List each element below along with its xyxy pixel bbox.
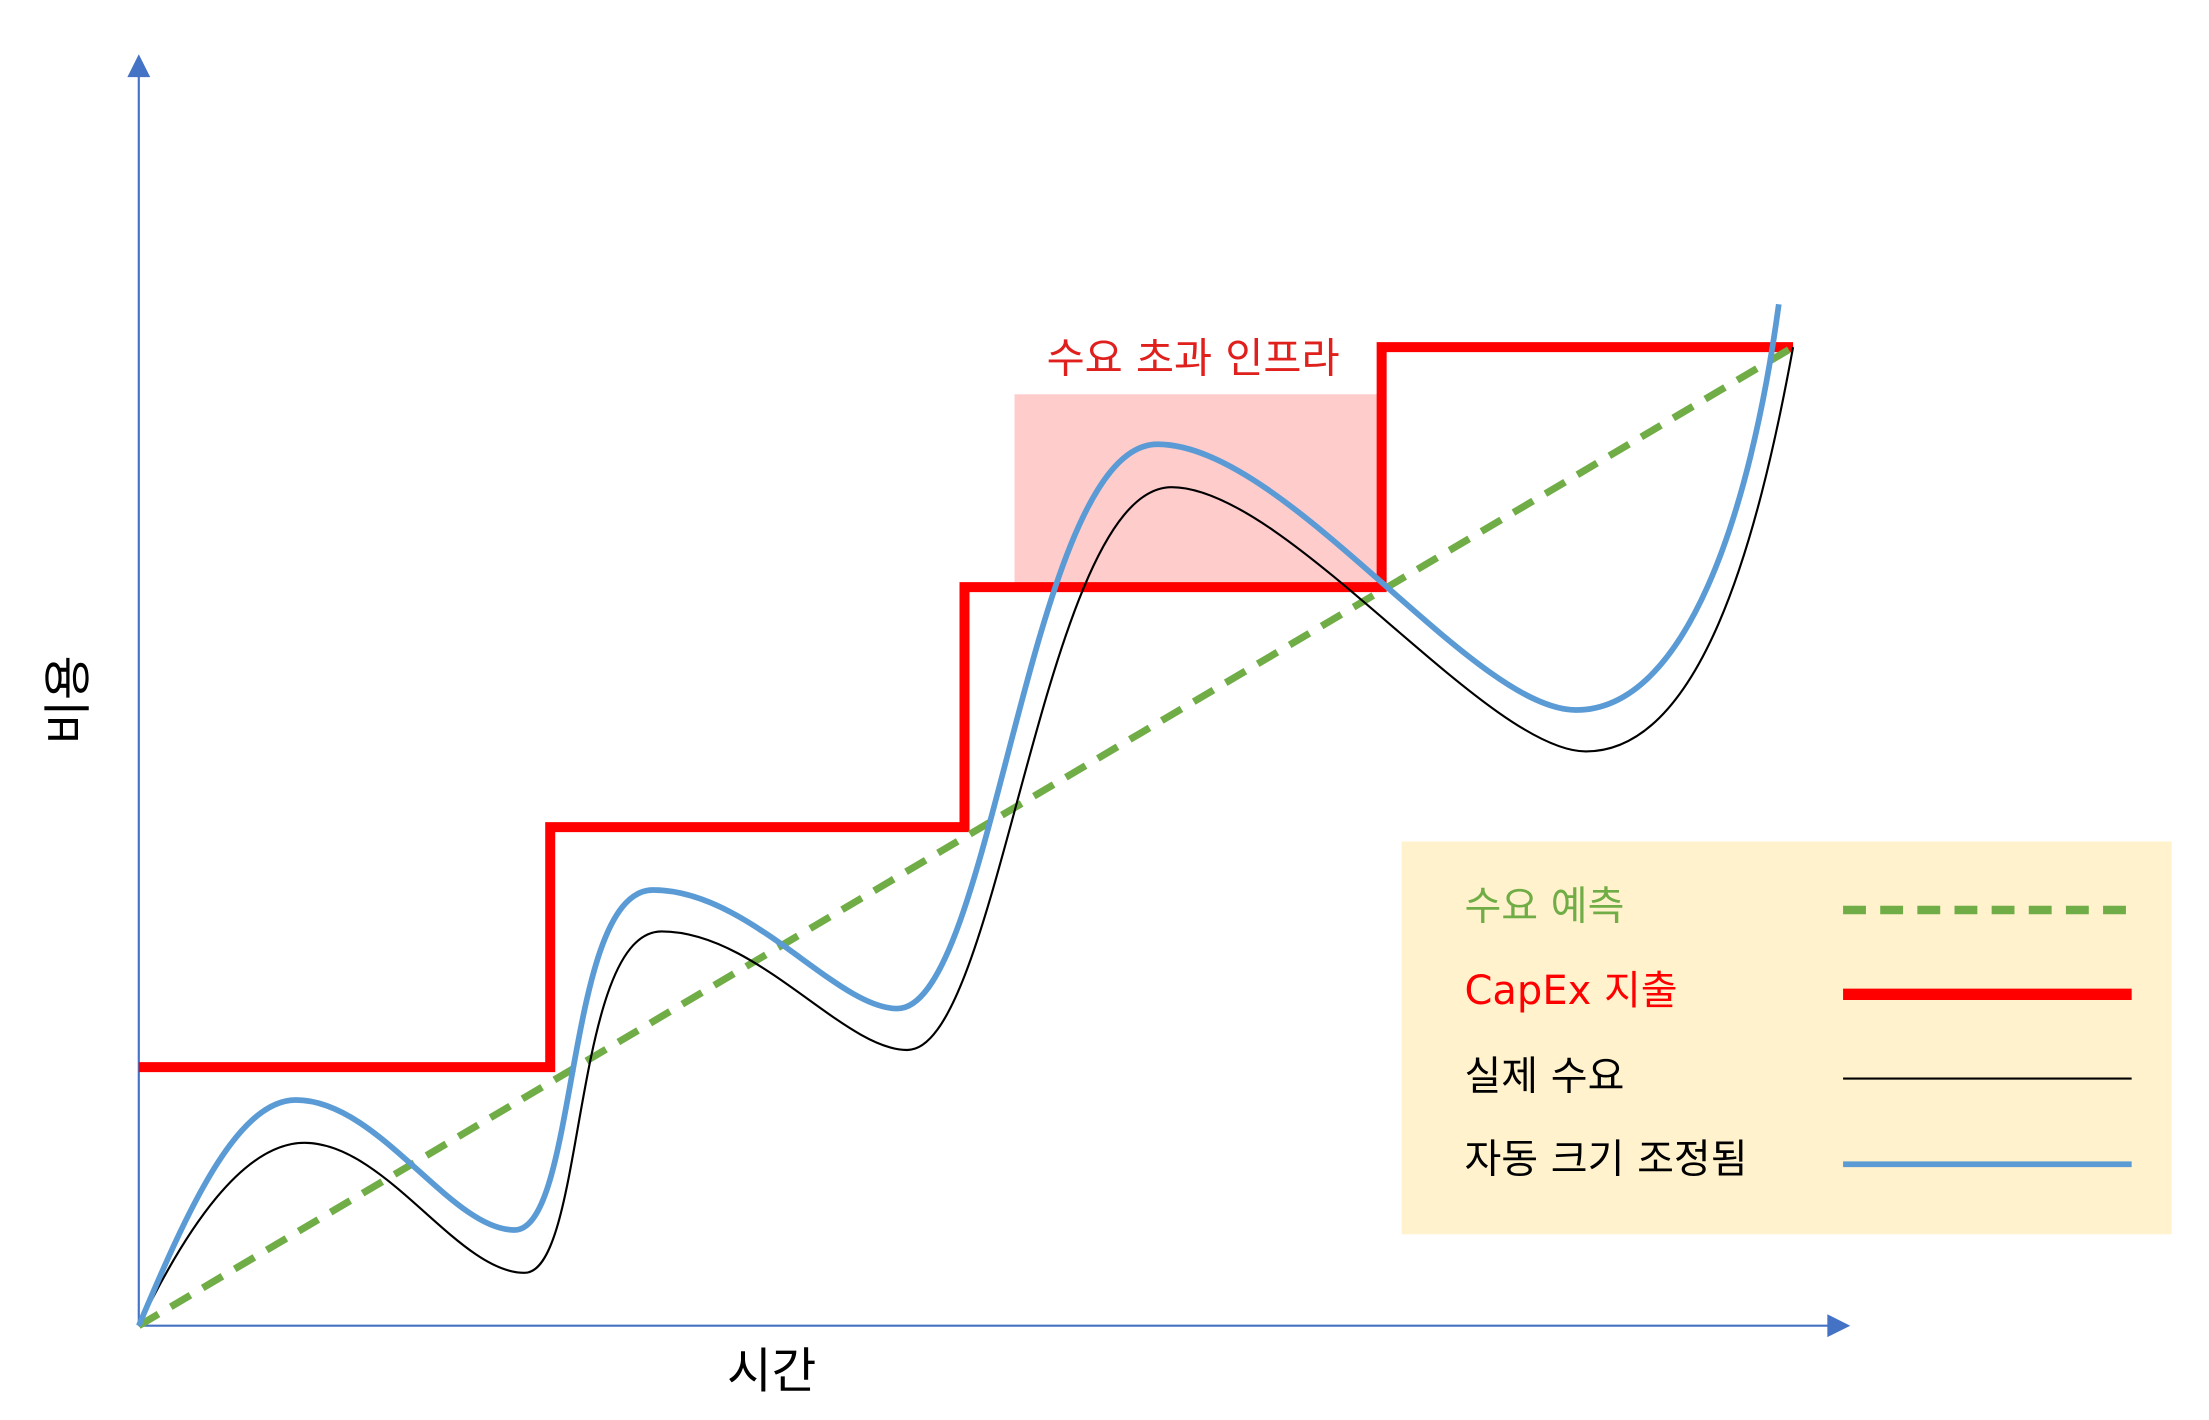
- forecast-line: [136, 344, 1795, 1329]
- y-axis-arrow: [127, 54, 151, 78]
- legend-label: 수요 예측: [1465, 884, 1625, 930]
- autoscale-line: [136, 303, 1782, 1327]
- legend-label: 실제 수요: [1465, 1054, 1625, 1100]
- legend: 수요 예측 CapEx 지출 실제 수요 자동 크기 조정됨: [1401, 841, 2172, 1235]
- legend-label: CapEx 지출: [1465, 968, 1678, 1014]
- actual-demand-line: [137, 346, 1795, 1327]
- annotation: 수요 초과 인프라: [1047, 334, 1340, 382]
- legend-label: 자동 크기 조정됨: [1465, 1136, 1748, 1182]
- y-axis-label: 비용: [41, 655, 97, 744]
- capex-line: [138, 342, 1794, 1073]
- x-axis-arrow: [1827, 1314, 1851, 1338]
- x-axis-label: 시간: [727, 1343, 816, 1399]
